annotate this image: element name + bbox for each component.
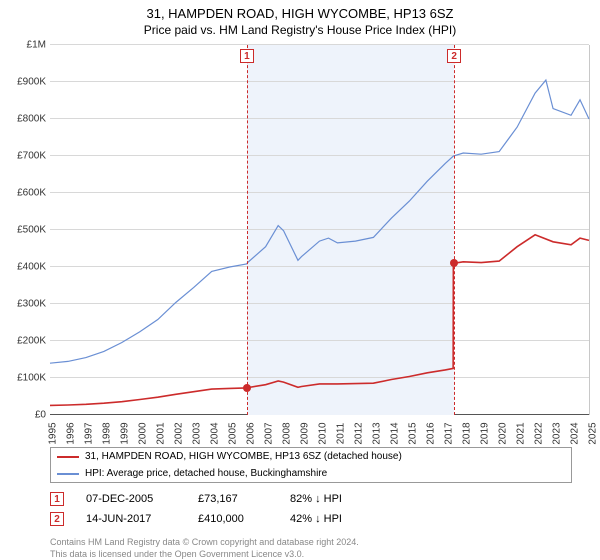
event-pct: 82% ↓ HPI — [290, 493, 390, 505]
x-tick-label: 2019 — [480, 422, 491, 444]
x-tick-label: 2009 — [300, 422, 311, 444]
footer-line-2: This data is licensed under the Open Gov… — [50, 549, 572, 560]
event-marker: 2 — [447, 49, 461, 63]
y-tick-label: £400K — [2, 262, 46, 273]
x-tick-label: 2007 — [264, 422, 275, 444]
x-tick-label: 2018 — [462, 422, 473, 444]
x-tick-label: 2017 — [444, 422, 455, 444]
event-vline — [247, 45, 248, 415]
plot-svg — [50, 45, 589, 415]
legend-box: 31, HAMPDEN ROAD, HIGH WYCOMBE, HP13 6SZ… — [50, 447, 572, 483]
event-dot — [450, 259, 458, 267]
legend-row: HPI: Average price, detached house, Buck… — [51, 465, 571, 482]
event-marker: 1 — [240, 49, 254, 63]
y-tick-label: £600K — [2, 188, 46, 199]
event-price: £73,167 — [198, 493, 268, 505]
legend-label: HPI: Average price, detached house, Buck… — [85, 468, 327, 479]
legend-swatch — [57, 456, 79, 458]
x-tick-label: 2003 — [192, 422, 203, 444]
y-tick-label: £300K — [2, 299, 46, 310]
x-tick-label: 2023 — [552, 422, 563, 444]
y-tick-label: £1M — [2, 40, 46, 51]
x-tick-label: 2008 — [282, 422, 293, 444]
x-tick-label: 1999 — [120, 422, 131, 444]
footer-line-1: Contains HM Land Registry data © Crown c… — [50, 537, 572, 549]
x-tick-label: 2016 — [426, 422, 437, 444]
y-tick-label: £200K — [2, 336, 46, 347]
chart-title: 31, HAMPDEN ROAD, HIGH WYCOMBE, HP13 6SZ — [0, 0, 600, 21]
event-row: 1 07-DEC-2005 £73,167 82% ↓ HPI — [50, 489, 572, 509]
y-tick-label: £100K — [2, 373, 46, 384]
event-row-marker: 2 — [50, 512, 64, 526]
x-tick-label: 2013 — [372, 422, 383, 444]
y-tick-label: £500K — [2, 225, 46, 236]
y-tick-label: £0 — [2, 410, 46, 421]
event-date: 14-JUN-2017 — [86, 513, 176, 525]
x-tick-label: 2010 — [318, 422, 329, 444]
x-tick-label: 2004 — [210, 422, 221, 444]
x-tick-label: 1996 — [66, 422, 77, 444]
x-tick-label: 2015 — [408, 422, 419, 444]
series-line — [50, 235, 589, 406]
x-tick-label: 1997 — [84, 422, 95, 444]
chart-subtitle: Price paid vs. HM Land Registry's House … — [0, 21, 600, 45]
x-tick-label: 2022 — [534, 422, 545, 444]
event-row-marker: 1 — [50, 492, 64, 506]
event-vline — [454, 45, 455, 415]
event-pct: 42% ↓ HPI — [290, 513, 390, 525]
x-tick-label: 2006 — [246, 422, 257, 444]
chart-container: 31, HAMPDEN ROAD, HIGH WYCOMBE, HP13 6SZ… — [0, 0, 600, 560]
x-tick-label: 2001 — [156, 422, 167, 444]
footer-attribution: Contains HM Land Registry data © Crown c… — [50, 537, 572, 560]
legend-swatch — [57, 473, 79, 475]
y-tick-label: £800K — [2, 114, 46, 125]
legend-label: 31, HAMPDEN ROAD, HIGH WYCOMBE, HP13 6SZ… — [85, 451, 402, 462]
series-line — [50, 80, 589, 363]
event-date: 07-DEC-2005 — [86, 493, 176, 505]
event-dot — [243, 384, 251, 392]
y-tick-label: £900K — [2, 77, 46, 88]
legend-row: 31, HAMPDEN ROAD, HIGH WYCOMBE, HP13 6SZ… — [51, 448, 571, 465]
x-tick-label: 2002 — [174, 422, 185, 444]
x-tick-label: 2005 — [228, 422, 239, 444]
chart-plot-area: £0£100K£200K£300K£400K£500K£600K£700K£80… — [50, 45, 590, 415]
x-tick-label: 1995 — [48, 422, 59, 444]
x-tick-label: 2025 — [588, 422, 599, 444]
event-row: 2 14-JUN-2017 £410,000 42% ↓ HPI — [50, 509, 572, 529]
x-tick-label: 2024 — [570, 422, 581, 444]
x-tick-label: 2012 — [354, 422, 365, 444]
x-tick-label: 2011 — [335, 423, 346, 445]
x-tick-label: 2000 — [138, 422, 149, 444]
event-table: 1 07-DEC-2005 £73,167 82% ↓ HPI 2 14-JUN-2017… — [50, 489, 572, 529]
y-tick-label: £700K — [2, 151, 46, 162]
x-tick-label: 2014 — [390, 422, 401, 444]
x-tick-label: 2020 — [498, 422, 509, 444]
event-price: £410,000 — [198, 513, 268, 525]
x-tick-label: 1998 — [102, 422, 113, 444]
x-tick-label: 2021 — [516, 422, 527, 444]
